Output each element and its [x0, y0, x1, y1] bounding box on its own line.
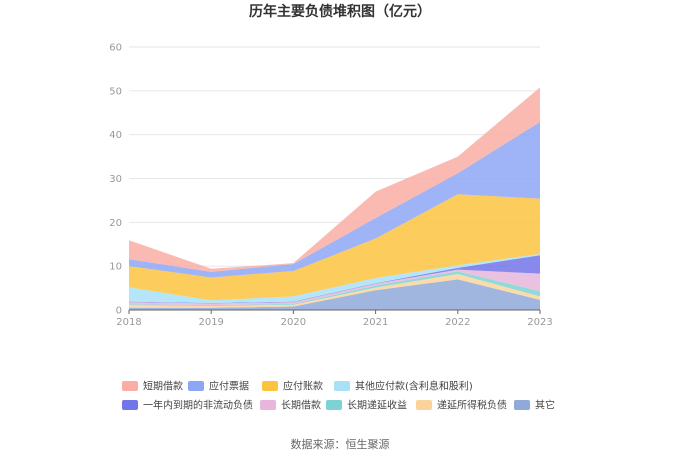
legend-swatch: [416, 400, 432, 410]
legend-item[interactable]: 应付账款: [262, 380, 323, 393]
series-area: [129, 279, 540, 310]
legend-item[interactable]: 短期借款: [122, 380, 183, 393]
legend-label: 其他应付款(含利息和股利): [355, 380, 473, 393]
x-tick-label: 2021: [363, 317, 388, 328]
x-tick-label: 2022: [445, 317, 470, 328]
y-tick-label: 10: [109, 262, 122, 273]
series-area: [129, 253, 540, 303]
y-tick-label: 0: [116, 306, 122, 317]
legend-swatch: [188, 381, 204, 391]
y-tick-label: 60: [109, 43, 122, 54]
legend-label: 长期借款: [281, 399, 321, 412]
legend-item[interactable]: 应付票据: [188, 380, 249, 393]
legend-label: 一年内到期的非流动负债: [143, 399, 253, 412]
x-tick-label: 2020: [281, 317, 306, 328]
series-area: [129, 194, 540, 301]
y-axis: 0 10 20 30 40 50 60: [109, 43, 122, 317]
y-tick-label: 20: [109, 218, 122, 229]
legend-label: 其它: [535, 399, 555, 412]
y-tick-label: 40: [109, 130, 122, 141]
series-area: [129, 121, 540, 278]
x-tick-label: 2018: [116, 317, 141, 328]
legend-label: 递延所得税负债: [437, 399, 507, 412]
legend-label: 长期递延收益: [347, 399, 407, 412]
legend-swatch: [260, 400, 276, 410]
x-tick-label: 2023: [527, 317, 552, 328]
plot-area: [129, 87, 540, 310]
legend-item[interactable]: 长期递延收益: [326, 399, 407, 412]
legend-swatch: [334, 381, 350, 391]
x-axis: 2018 2019 2020 2021 2022 2023: [116, 309, 553, 328]
legend-swatch: [514, 400, 530, 410]
legend-label: 应付账款: [283, 380, 323, 393]
legend-item[interactable]: 递延所得税负债: [416, 399, 507, 412]
legend-swatch: [122, 400, 138, 410]
legend-swatch: [326, 400, 342, 410]
legend-item[interactable]: 其它: [514, 399, 555, 412]
x-tick-label: 2019: [198, 317, 223, 328]
legend-label: 短期借款: [143, 380, 183, 393]
legend-item[interactable]: 长期借款: [260, 399, 321, 412]
legend-swatch: [262, 381, 278, 391]
legend-swatch: [122, 381, 138, 391]
legend-item[interactable]: 其他应付款(含利息和股利): [334, 380, 473, 393]
y-tick-label: 30: [109, 174, 122, 185]
series-area: [129, 87, 540, 272]
legend-label: 应付票据: [209, 380, 249, 393]
y-tick-label: 50: [109, 86, 122, 97]
legend-item[interactable]: 一年内到期的非流动负债: [122, 399, 253, 412]
source-note: 数据来源：恒生聚源: [291, 437, 390, 451]
legend: 短期借款 应付票据 应付账款 其他应付款(含利息和股利) 一年内到期的非流动负债 长期借款…: [122, 380, 555, 412]
series-area: [129, 269, 540, 306]
chart-title: 历年主要负债堆积图（亿元）: [249, 3, 431, 20]
